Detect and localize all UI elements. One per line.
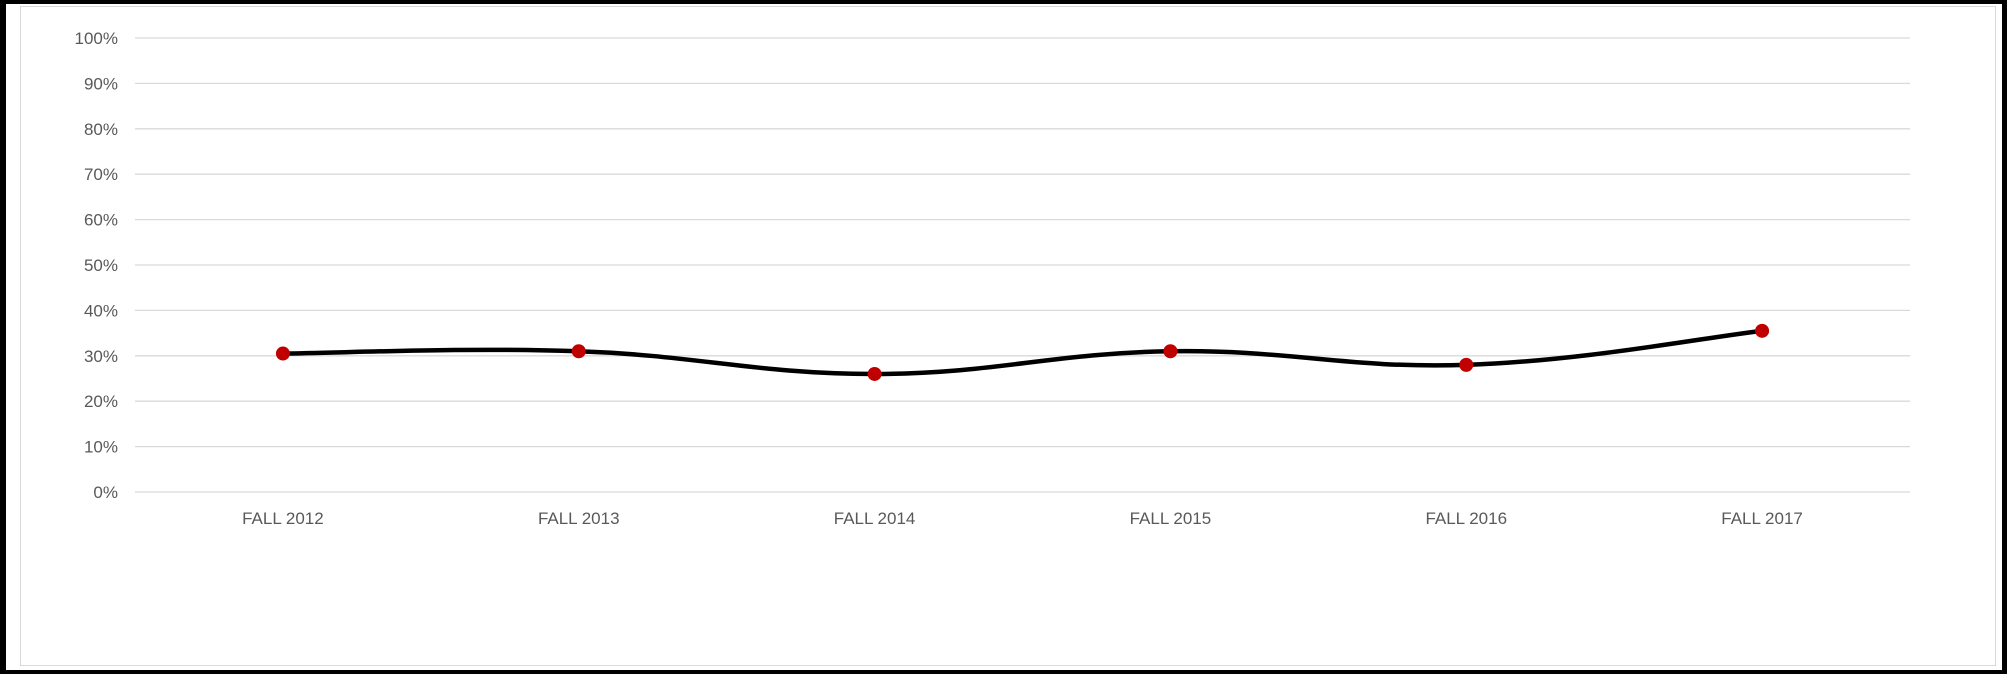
y-tick-label: 10% [84, 438, 118, 457]
data-point-marker [1755, 323, 1770, 338]
y-tick-label: 70% [84, 165, 118, 184]
x-tick-label: FALL 2015 [1130, 509, 1212, 528]
y-tick-label: 100% [75, 29, 118, 48]
x-tick-label: FALL 2017 [1721, 509, 1803, 528]
data-point-marker [571, 344, 586, 359]
y-tick-label: 0% [93, 483, 118, 502]
series-line-group [280, 328, 1765, 377]
data-point-marker [275, 346, 290, 361]
series-line [280, 328, 1765, 377]
data-point-marker [1163, 344, 1178, 359]
y-tick-label: 60% [84, 211, 118, 230]
data-point-marker [1459, 357, 1474, 372]
data-point-marker [867, 366, 882, 381]
x-axis-tick-labels: FALL 2012 FALL 2013 FALL 2014 FALL 2015 FALL… [242, 509, 1803, 528]
y-tick-label: 30% [84, 347, 118, 366]
y-tick-label: 80% [84, 120, 118, 139]
chart-area [20, 6, 1996, 666]
y-tick-label: 90% [84, 74, 118, 93]
gridlines [135, 37, 1910, 493]
x-tick-label: FALL 2014 [834, 509, 916, 528]
y-tick-label: 20% [84, 392, 118, 411]
y-axis-tick-labels: 0% 10% 20% 30% 40% 50% 60% 70% 80% 90% 100% [75, 29, 118, 502]
x-tick-label: FALL 2016 [1425, 509, 1507, 528]
x-tick-label: FALL 2013 [538, 509, 620, 528]
data-points [275, 323, 1770, 381]
y-tick-label: 40% [84, 301, 118, 320]
x-tick-label: FALL 2012 [242, 509, 324, 528]
y-tick-label: 50% [84, 256, 118, 275]
